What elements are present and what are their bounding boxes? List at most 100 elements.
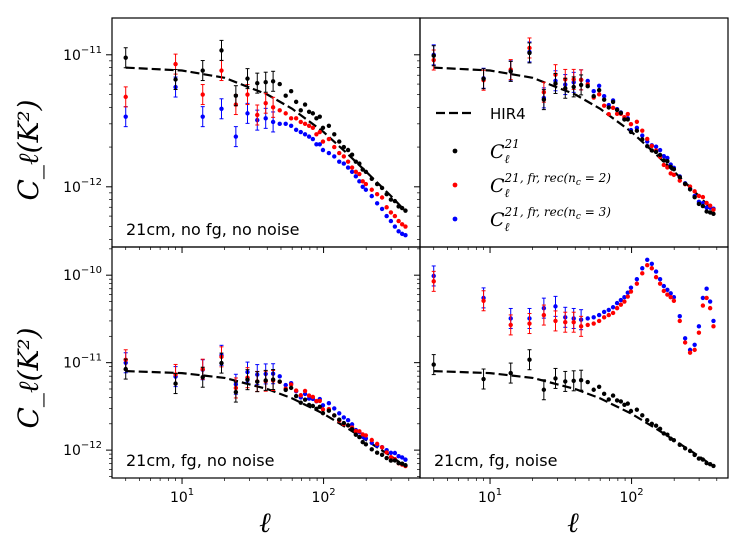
data-point-c21 bbox=[219, 360, 224, 366]
data-point-c21 bbox=[332, 413, 337, 418]
data-point-nc2 bbox=[692, 347, 697, 353]
data-point-nc3 bbox=[657, 276, 663, 282]
data-point-nc3 bbox=[357, 179, 362, 184]
data-point-c21 bbox=[563, 379, 568, 384]
data-point-nc2 bbox=[596, 92, 602, 97]
data-point-c21 bbox=[302, 397, 308, 402]
data-point-c21 bbox=[591, 387, 596, 392]
data-point-c21 bbox=[270, 377, 276, 382]
data-point-nc3 bbox=[369, 193, 374, 199]
data-point-c21 bbox=[481, 76, 486, 81]
data-point-nc3 bbox=[219, 106, 224, 111]
x-tick-label: 102 bbox=[311, 487, 335, 506]
data-point-nc3 bbox=[649, 261, 655, 266]
data-point-nc3 bbox=[677, 313, 682, 319]
data-point-nc2 bbox=[369, 437, 374, 443]
data-point-c21 bbox=[527, 357, 532, 362]
data-point-c21 bbox=[625, 401, 630, 406]
data-point-c21 bbox=[671, 167, 677, 172]
data-point-nc3 bbox=[610, 305, 616, 310]
data-point-nc3 bbox=[332, 154, 337, 159]
series-nc3 bbox=[431, 257, 716, 353]
data-point-c21 bbox=[596, 87, 602, 93]
data-point-nc3 bbox=[591, 315, 596, 320]
data-point-nc2 bbox=[302, 388, 308, 394]
series-c21 bbox=[431, 42, 716, 217]
data-point-nc2 bbox=[298, 393, 303, 398]
data-point-c21 bbox=[640, 413, 645, 418]
data-point-nc2 bbox=[345, 159, 351, 164]
data-point-c21 bbox=[687, 448, 693, 454]
data-point-c21 bbox=[353, 432, 359, 437]
data-point-c21 bbox=[628, 129, 634, 135]
data-point-c21 bbox=[345, 423, 351, 428]
data-point-nc3 bbox=[326, 401, 332, 406]
y-axis-title: C_ℓ(K²) bbox=[12, 99, 45, 200]
data-point-c21 bbox=[704, 209, 709, 214]
data-point-c21 bbox=[508, 370, 513, 376]
data-point-c21 bbox=[711, 463, 716, 469]
data-point-nc3 bbox=[349, 422, 355, 427]
data-point-c21 bbox=[288, 385, 294, 391]
data-point-nc3 bbox=[399, 455, 405, 460]
data-point-c21 bbox=[392, 198, 398, 204]
data-point-c21 bbox=[388, 458, 394, 463]
data-point-c21 bbox=[682, 181, 688, 186]
data-point-nc2 bbox=[314, 132, 319, 137]
data-point-c21 bbox=[578, 82, 584, 88]
data-point-nc3 bbox=[326, 150, 332, 156]
data-point-c21 bbox=[665, 432, 670, 437]
data-point-nc3 bbox=[317, 142, 322, 147]
data-point-c21 bbox=[379, 452, 385, 458]
data-point-c21 bbox=[634, 407, 640, 412]
data-point-nc2 bbox=[704, 295, 709, 301]
plot-area bbox=[431, 37, 716, 217]
data-point-nc2 bbox=[310, 125, 316, 130]
data-point-c21 bbox=[704, 460, 709, 466]
data-point-c21 bbox=[707, 210, 713, 215]
data-point-nc2 bbox=[606, 111, 611, 117]
data-point-c21 bbox=[527, 50, 532, 56]
data-point-nc2 bbox=[640, 271, 645, 276]
data-point-c21 bbox=[310, 111, 316, 116]
data-point-nc2 bbox=[665, 292, 670, 297]
data-point-nc2 bbox=[298, 119, 303, 125]
data-point-nc2 bbox=[692, 189, 697, 194]
data-point-nc2 bbox=[668, 295, 673, 300]
panel-frame bbox=[111, 17, 421, 248]
data-point-nc2 bbox=[563, 320, 568, 325]
data-point-c21 bbox=[245, 377, 250, 382]
data-point-c21 bbox=[388, 197, 394, 202]
data-point-c21 bbox=[610, 99, 616, 105]
data-point-nc2 bbox=[288, 382, 294, 387]
data-point-nc3 bbox=[374, 201, 380, 206]
data-point-nc2 bbox=[384, 450, 389, 455]
data-point-c21 bbox=[640, 137, 645, 142]
x-tick-label: 101 bbox=[478, 487, 502, 506]
data-point-nc3 bbox=[345, 165, 351, 170]
data-point-nc3 bbox=[700, 200, 706, 206]
data-point-c21 bbox=[219, 48, 224, 53]
data-point-c21 bbox=[403, 208, 408, 213]
data-point-nc3 bbox=[553, 304, 558, 309]
data-point-nc3 bbox=[692, 342, 697, 347]
data-point-nc2 bbox=[625, 111, 630, 117]
data-point-nc3 bbox=[123, 114, 128, 119]
data-point-c21 bbox=[700, 203, 706, 209]
data-point-c21 bbox=[363, 442, 369, 447]
data-point-nc2 bbox=[481, 298, 486, 303]
data-point-nc2 bbox=[677, 178, 682, 183]
data-point-c21 bbox=[585, 379, 590, 385]
panel-frame bbox=[419, 246, 729, 479]
y-axis-title-top: C_ℓ(K²) bbox=[12, 99, 45, 200]
data-point-nc3 bbox=[283, 121, 288, 127]
data-point-c21 bbox=[233, 389, 239, 395]
data-point-c21 bbox=[288, 88, 294, 94]
data-point-c21 bbox=[255, 379, 260, 384]
data-point-c21 bbox=[606, 397, 611, 402]
data-point-nc2 bbox=[553, 318, 558, 324]
data-point-nc3 bbox=[618, 297, 624, 303]
legend: HIR4 Cℓ21 Cℓ21, fr, rec(nc = 2) Cℓ21, fr, r… bbox=[436, 105, 611, 234]
data-point-c21 bbox=[677, 442, 682, 448]
data-point-c21 bbox=[601, 391, 607, 397]
